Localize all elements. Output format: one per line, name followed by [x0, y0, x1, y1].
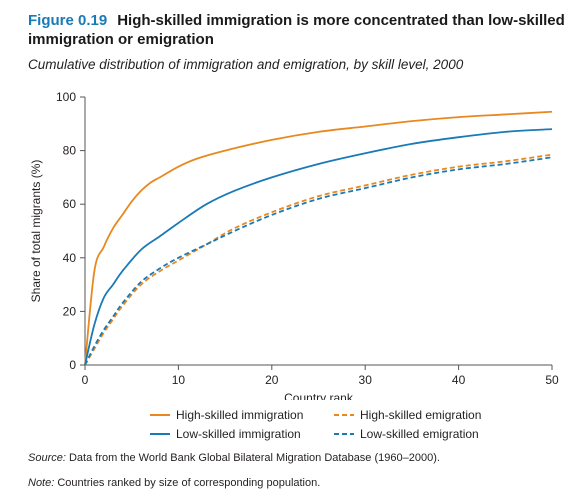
y-axis-label: Share of total migrants (%) [29, 160, 43, 303]
y-tick-label-40: 40 [63, 251, 77, 265]
y-tick-label-80: 80 [63, 144, 77, 158]
legend-label-low-skilled-emigration: Low-skilled emigration [360, 427, 479, 441]
series-line-low-skilled-emigration [84, 156, 553, 366]
legend-item-high-skilled-immigration: High-skilled immigration [150, 408, 303, 422]
source-label: Source: [28, 452, 66, 464]
x-axis-label: Country rank [284, 391, 354, 400]
legend-item-high-skilled-emigration: High-skilled emigration [334, 408, 481, 422]
legend-label-low-skilled-immigration: Low-skilled immigration [176, 427, 301, 441]
y-tick-label-60: 60 [63, 197, 77, 211]
x-tick-label-30: 30 [359, 373, 373, 387]
chart-title: Figure 0.19 High-skilled immigration is m… [28, 11, 568, 49]
legend-swatch-low-emigration [334, 433, 354, 435]
source-note: Source: Data from the World Bank Global … [28, 452, 440, 464]
legend-item-low-skilled-immigration: Low-skilled immigration [150, 427, 301, 441]
x-tick-label-20: 20 [265, 373, 279, 387]
chart-subtitle: Cumulative distribution of immigration a… [28, 57, 464, 72]
x-tick-label-50: 50 [545, 373, 559, 387]
legend-label-high-skilled-immigration: High-skilled immigration [176, 408, 304, 422]
y-tick-label-0: 0 [69, 358, 76, 372]
figure-title: High-skilled immigration is more concent… [28, 12, 565, 48]
series-line-high-skilled-immigration [84, 110, 553, 366]
legend-item-low-skilled-emigration: Low-skilled emigration [334, 427, 479, 441]
x-tick-label-0: 0 [82, 373, 89, 387]
legend-swatch-low-immigration [150, 433, 170, 435]
series-line-low-skilled-immigration [84, 128, 553, 366]
note-text: Countries ranked by size of correspondin… [57, 477, 321, 489]
legend-label-high-skilled-emigration: High-skilled emigration [360, 408, 482, 422]
source-text: Data from the World Bank Global Bilatera… [68, 452, 440, 464]
legend-swatch-high-emigration [334, 414, 354, 416]
note-label: Note: [28, 477, 55, 489]
legend-swatch-high-immigration [150, 414, 170, 416]
x-tick-label-10: 10 [172, 373, 186, 387]
y-tick-label-20: 20 [63, 304, 77, 318]
figure-number: Figure 0.19 [28, 12, 108, 29]
x-tick-label-40: 40 [452, 373, 466, 387]
series-line-high-skilled-emigration [84, 153, 553, 366]
line-chart: 0 20 40 60 80 100 0 10 20 30 40 50 Country rank Share… [29, 90, 559, 400]
y-tick-label-100: 100 [56, 90, 76, 104]
footnote: Note: Countries ranked by size of corres… [28, 477, 320, 489]
